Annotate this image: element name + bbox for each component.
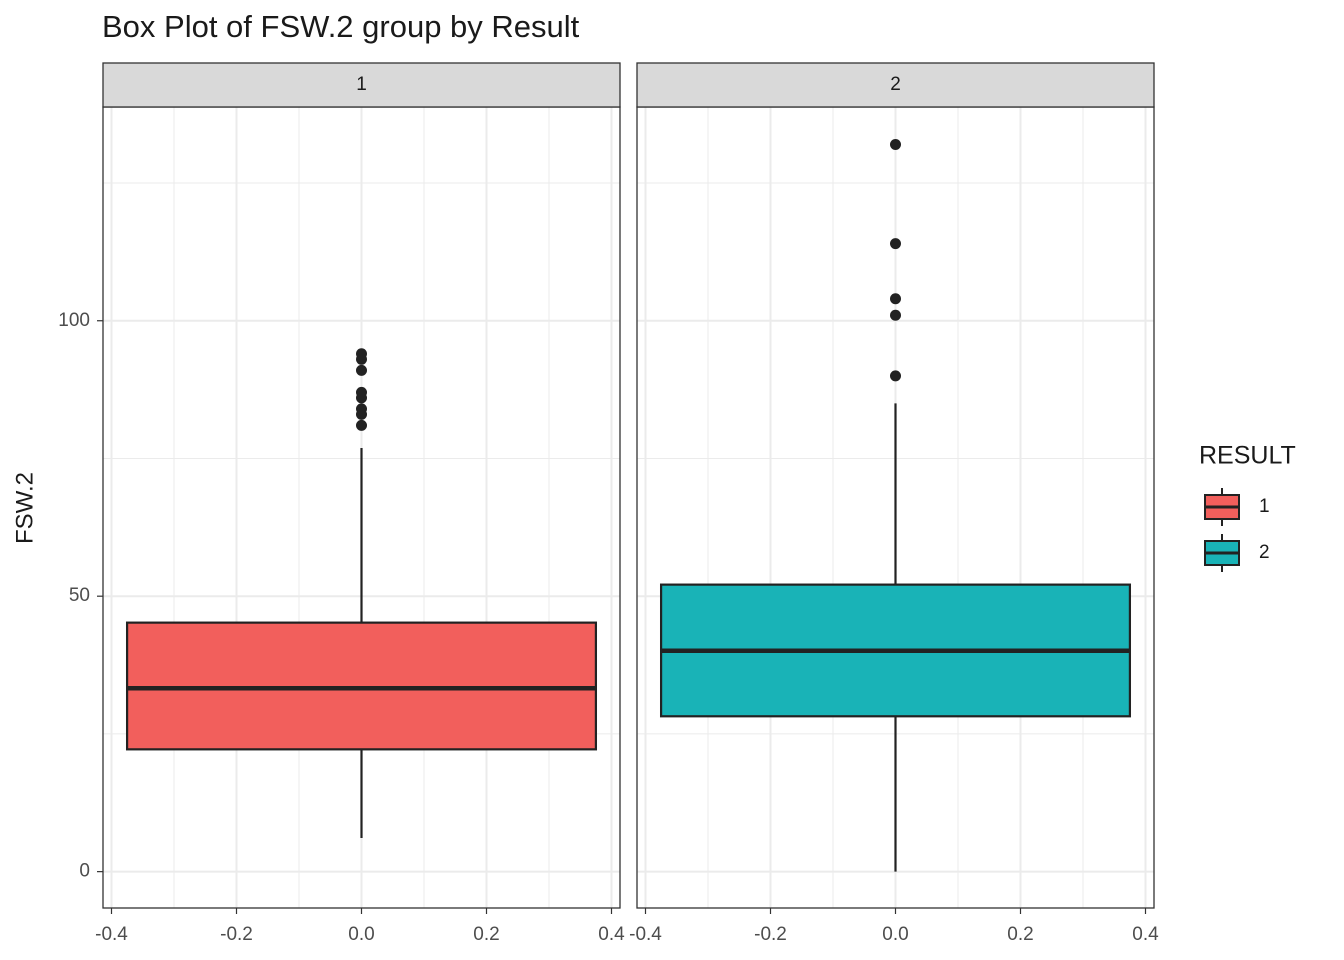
facet-label: 1 bbox=[356, 74, 367, 95]
outlier bbox=[356, 419, 367, 431]
outlier bbox=[890, 138, 901, 150]
outlier bbox=[356, 392, 367, 404]
legend-title: RESULT bbox=[1199, 442, 1296, 470]
legend-label: 1 bbox=[1259, 496, 1270, 517]
x-tick-label: 0.4 bbox=[598, 924, 625, 945]
facet-strip bbox=[102, 62, 621, 108]
x-tick-label: -0.2 bbox=[754, 924, 787, 945]
y-tick-label: 50 bbox=[69, 585, 90, 606]
y-tick-label: 100 bbox=[58, 310, 90, 331]
outlier bbox=[890, 370, 901, 382]
outlier bbox=[890, 309, 901, 321]
x-tick-label: 0.2 bbox=[473, 924, 499, 945]
x-tick-label: 0.0 bbox=[882, 924, 908, 945]
x-tick-label: -0.4 bbox=[95, 924, 128, 945]
legend-label: 2 bbox=[1259, 542, 1270, 563]
x-tick-label: 0.2 bbox=[1007, 924, 1033, 945]
outlier bbox=[890, 238, 901, 250]
outlier bbox=[356, 408, 367, 420]
x-tick-label: 0.4 bbox=[1132, 924, 1159, 945]
facet-strip bbox=[636, 62, 1155, 108]
x-tick-label: 0.0 bbox=[348, 924, 374, 945]
outlier bbox=[356, 353, 367, 365]
y-axis-label: FSW.2 bbox=[11, 472, 38, 544]
outlier bbox=[356, 364, 367, 376]
chart-title: Box Plot of FSW.2 group by Result bbox=[102, 9, 580, 44]
x-tick-label: -0.4 bbox=[629, 924, 662, 945]
facet-label: 2 bbox=[890, 74, 901, 95]
y-tick-label: 0 bbox=[79, 861, 90, 882]
outlier bbox=[890, 293, 901, 305]
x-tick-label: -0.2 bbox=[220, 924, 253, 945]
